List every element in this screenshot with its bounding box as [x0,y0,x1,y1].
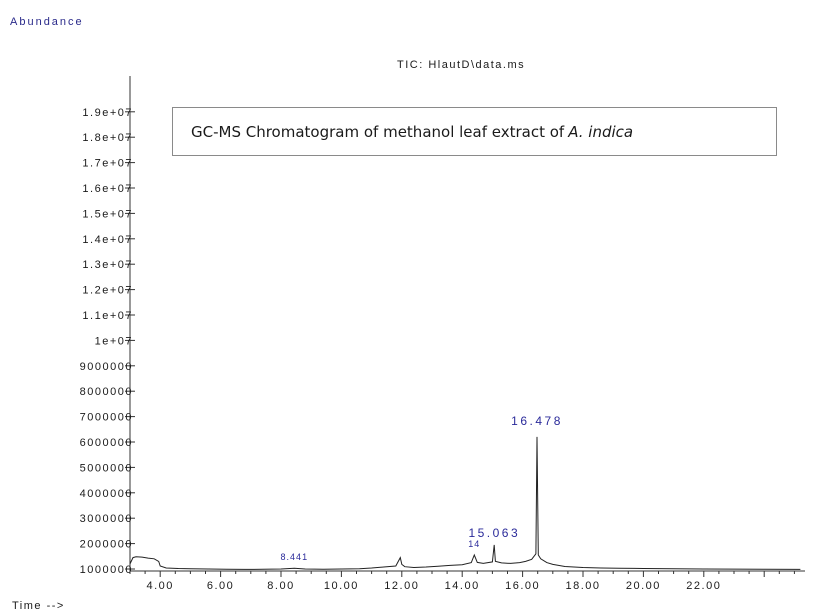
peak-label: 16.478 [511,414,563,428]
peak-label: 14 [468,539,480,549]
peak-label: 15.063 [468,526,520,540]
x-tick-label: 10.00 [324,580,359,592]
annotation-species: A. indica [568,122,634,141]
y-tick-label: 1.8e+07 [82,132,133,144]
tic-trace [129,436,801,570]
y-tick-label: 5000000 [80,462,133,474]
y-tick-label: 1.4e+07 [82,234,133,246]
x-tick-label: 16.00 [505,580,540,592]
peak-label-group: 16.478 15.063 8.441 14 [281,414,563,562]
x-tick-label: 14.00 [445,580,480,592]
y-tick-label: 1.7e+07 [82,158,133,170]
y-tick-label: 4000000 [80,488,133,500]
x-tick-label: 12.00 [384,580,419,592]
y-tick-label: 1.2e+07 [82,285,133,297]
y-axis-label: Abundance [10,16,84,28]
y-tick-label: 1.5e+07 [82,208,133,220]
y-tick-label: 8000000 [80,386,133,398]
x-tick-label: 20.00 [626,580,661,592]
y-tick-group: 1000000 2000000 3000000 4000000 5000000 60000… [80,107,135,576]
y-tick-label: 9000000 [80,361,133,373]
annotation-box: GC-MS Chromatogram of methanol leaf extr… [172,107,777,156]
peak-label: 8.441 [281,552,309,562]
y-tick-label: 1.9e+07 [82,107,133,119]
x-axis-label: Time --> [12,600,65,612]
x-tick-label: 4.00 [146,580,173,592]
x-tick-label: 8.00 [267,580,294,592]
y-tick-label: 7000000 [80,412,133,424]
y-tick-label: 1000000 [80,564,133,576]
y-tick-label: 1.3e+07 [82,259,133,271]
x-tick-label: 22.00 [686,580,721,592]
plot-title: TIC: HlautD\data.ms [397,59,525,71]
y-tick-label: 1.6e+07 [82,183,133,195]
x-tick-label: 18.00 [565,580,600,592]
y-tick-label: 1.1e+07 [82,310,133,322]
x-tick-label: 6.00 [207,580,234,592]
y-tick-label: 6000000 [80,437,133,449]
y-tick-label: 2000000 [80,539,133,551]
y-tick-label: 3000000 [80,513,133,525]
x-tick-group: 4.00 6.00 8.00 10.00 12.00 14.00 16.00 18.00 20.… [129,571,795,592]
annotation-text: GC-MS Chromatogram of methanol leaf extr… [191,122,565,141]
y-tick-label: 1e+07 [95,335,133,347]
